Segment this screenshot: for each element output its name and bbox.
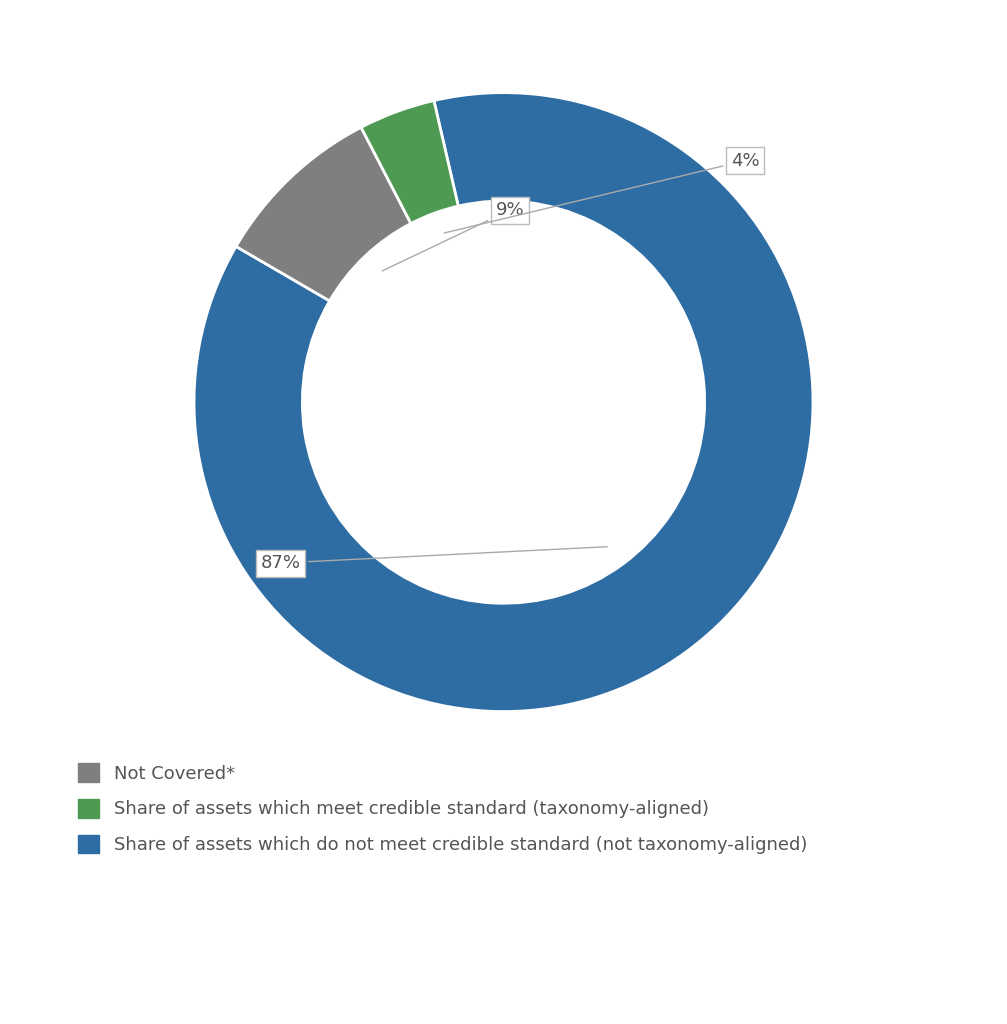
Text: 87%: 87%	[261, 547, 607, 572]
Text: 4%: 4%	[444, 152, 759, 233]
Wedge shape	[194, 92, 813, 712]
Wedge shape	[236, 127, 411, 301]
Wedge shape	[362, 100, 458, 223]
Legend: Not Covered*, Share of assets which meet credible standard (taxonomy-aligned), S: Not Covered*, Share of assets which meet…	[78, 764, 807, 854]
Text: 9%: 9%	[383, 202, 524, 271]
